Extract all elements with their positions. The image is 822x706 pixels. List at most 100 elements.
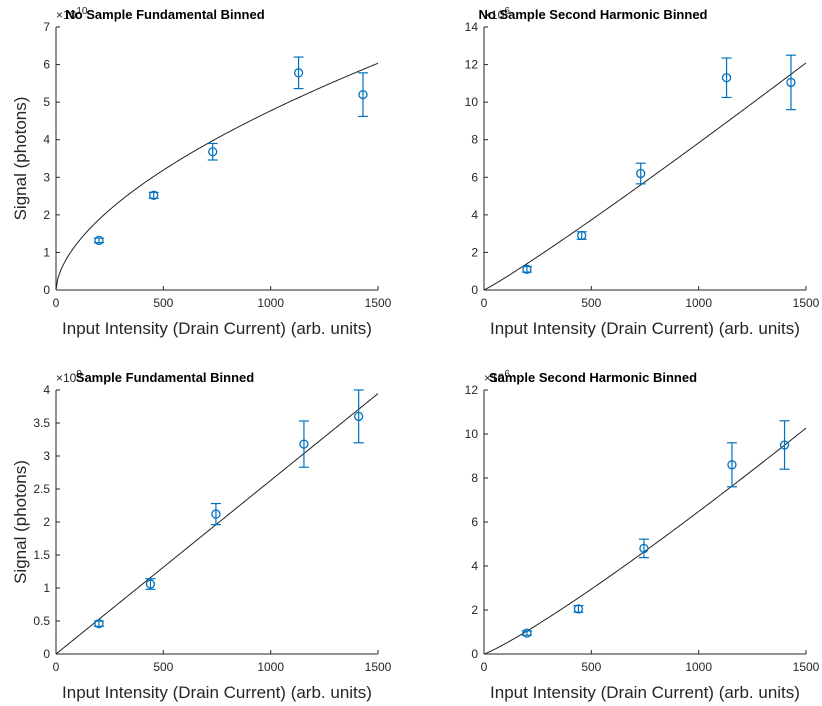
chart-title: Sample Second Harmonic Binned — [489, 370, 697, 385]
y-exponent-base: ×10 — [484, 8, 505, 22]
y-exponent-base: ×10 — [56, 8, 77, 22]
y-exponent-power: 10 — [76, 6, 88, 17]
data-marker — [721, 73, 732, 83]
y-tick-label: 2.5 — [33, 482, 50, 496]
data-marker — [208, 147, 218, 157]
data-point-1 — [93, 618, 104, 629]
x-axis-label: Input Intensity (Drain Current) (arb. un… — [62, 683, 372, 702]
y-tick-label: 12 — [465, 383, 479, 397]
x-tick-label: 0 — [481, 660, 488, 674]
y-tick-label: 1 — [43, 581, 50, 595]
y-tick-label: 4 — [471, 559, 478, 573]
fit-curve — [483, 62, 807, 291]
x-tick-label: 500 — [153, 660, 173, 674]
data-marker — [786, 77, 796, 88]
data-point-2 — [576, 230, 587, 241]
y-tick-label: 8 — [471, 471, 478, 485]
y-tick-label: 0 — [471, 647, 478, 661]
fit-curve — [483, 427, 807, 655]
fit-curve — [55, 393, 379, 655]
x-axis-label: Input Intensity (Drain Current) (arb. un… — [490, 683, 800, 702]
y-exponent-base: ×10 — [484, 371, 505, 385]
x-tick-label: 1500 — [365, 660, 392, 674]
data-marker — [779, 440, 790, 450]
y-exponent-label: ×106 — [484, 369, 510, 385]
data-point-4 — [721, 57, 732, 99]
y-tick-label: 3 — [43, 449, 50, 463]
data-point-5 — [779, 420, 790, 470]
x-tick-label: 0 — [481, 296, 488, 310]
data-point-2 — [148, 190, 159, 200]
data-point-5 — [785, 54, 796, 111]
y-exponent-label: ×106 — [484, 6, 510, 22]
y-axis-label: Signal (photons) — [11, 460, 30, 584]
data-marker — [94, 618, 104, 629]
data-point-5 — [353, 389, 364, 444]
data-marker — [522, 264, 532, 274]
chart-title: No Sample Fundamental Binned — [65, 7, 264, 22]
fit-curve — [55, 62, 379, 291]
data-point-3 — [635, 162, 646, 185]
x-tick-label: 500 — [581, 660, 601, 674]
chart-title: No Sample Second Harmonic Binned — [479, 7, 708, 22]
data-marker — [522, 628, 532, 638]
y-tick-label: 8 — [471, 133, 478, 147]
data-marker — [293, 68, 304, 78]
y-tick-label: 0 — [43, 283, 50, 297]
data-marker — [358, 89, 368, 100]
x-axis-label: Input Intensity (Drain Current) (arb. un… — [490, 319, 800, 338]
x-tick-label: 1500 — [793, 296, 820, 310]
y-tick-label: 6 — [471, 515, 478, 529]
data-point-2 — [573, 604, 584, 614]
data-marker — [354, 411, 364, 422]
x-tick-label: 1000 — [685, 660, 712, 674]
x-tick-label: 1500 — [365, 296, 392, 310]
y-tick-label: 6 — [471, 170, 478, 184]
data-marker — [573, 604, 584, 614]
y-exponent-label: ×109 — [56, 369, 82, 385]
x-axis-label: Input Intensity (Drain Current) (arb. un… — [62, 319, 372, 338]
y-exponent-base: ×10 — [56, 371, 77, 385]
data-point-4 — [298, 420, 309, 468]
data-point-3 — [210, 502, 221, 526]
y-tick-label: 4 — [471, 208, 478, 222]
data-marker — [639, 543, 649, 554]
data-point-2 — [145, 578, 156, 590]
y-tick-label: 3.5 — [33, 416, 50, 430]
y-tick-label: 0.5 — [33, 614, 50, 628]
chart-title: Sample Fundamental Binned — [76, 370, 254, 385]
data-marker — [94, 235, 104, 246]
y-tick-label: 10 — [465, 95, 479, 109]
y-tick-label: 2 — [43, 208, 50, 222]
y-tick-label: 1.5 — [33, 548, 50, 562]
data-point-3 — [638, 538, 649, 559]
y-exponent-power: 6 — [504, 6, 510, 17]
y-tick-label: 4 — [43, 133, 50, 147]
y-tick-label: 2 — [471, 245, 478, 259]
data-point-4 — [293, 56, 304, 90]
y-exponent-power: 9 — [76, 369, 82, 380]
y-tick-label: 10 — [465, 427, 479, 441]
data-point-1 — [521, 264, 532, 274]
x-tick-label: 1000 — [685, 296, 712, 310]
x-tick-label: 0 — [53, 660, 60, 674]
y-tick-label: 5 — [43, 95, 50, 109]
data-marker — [636, 168, 646, 179]
y-tick-label: 0 — [471, 283, 478, 297]
y-tick-label: 6 — [43, 58, 50, 72]
data-point-3 — [207, 142, 218, 161]
y-tick-label: 7 — [43, 20, 50, 34]
data-point-5 — [357, 72, 368, 118]
y-tick-label: 2 — [471, 603, 478, 617]
data-marker — [145, 579, 156, 589]
y-tick-label: 4 — [43, 383, 50, 397]
chart-panel-3: 0 500 1000 1500 0 0.5 1 1.5 2 2.5 3 3.5 4 ×109Sample … — [11, 369, 392, 702]
y-tick-label: 1 — [43, 245, 50, 259]
y-tick-label: 0 — [43, 647, 50, 661]
y-tick-label: 3 — [43, 170, 50, 184]
x-tick-label: 500 — [581, 296, 601, 310]
